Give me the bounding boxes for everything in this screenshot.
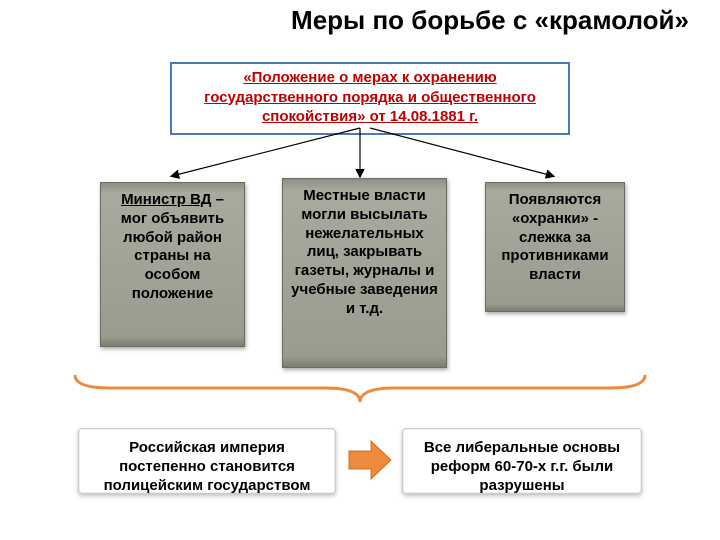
result-box-2: Все либеральные основы реформ 60-70-х г.…	[402, 428, 642, 494]
page-title: Меры по борьбе с «крамолой»	[280, 6, 700, 36]
result-box-1: Российская империя постепенно становится…	[78, 428, 336, 494]
detail-box-3: Появляются «охранки» - слежка за противн…	[485, 182, 625, 312]
detail-box-1: Министр ВД – мог объявить любой район ст…	[100, 182, 245, 347]
small-arrows	[0, 126, 720, 186]
big-arrow-icon	[345, 435, 395, 485]
detail-box-2: Местные власти могли высылать нежелатель…	[282, 178, 447, 368]
curly-brace	[70, 370, 650, 410]
regulation-box: «Положение о мерах к охранению государст…	[170, 62, 570, 135]
